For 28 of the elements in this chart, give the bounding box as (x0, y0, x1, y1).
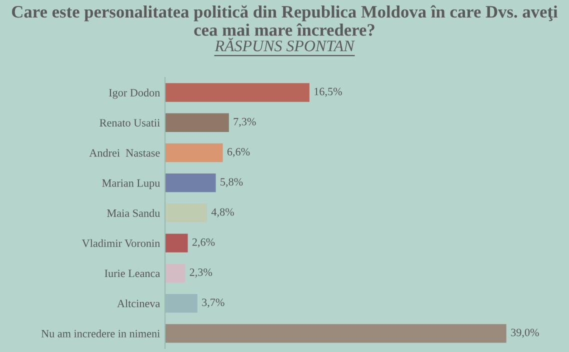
data-label: 5,8% (220, 178, 243, 188)
y-tick-label: Nu am incredere in nimeni (41, 330, 160, 338)
bar (165, 234, 188, 252)
data-label: 16,5% (314, 88, 342, 97)
data-label: 6,6% (227, 148, 250, 158)
bar (165, 324, 506, 343)
bar (165, 143, 223, 162)
y-tick-label: Iurie Leanca (104, 270, 160, 278)
bar (165, 83, 310, 102)
y-tick-label: Maia Sandu (107, 209, 160, 217)
data-label: 3,7% (202, 298, 224, 308)
y-tick-label: Altcineva (117, 299, 160, 308)
bar (165, 113, 229, 132)
chart-title: Care este personalitatea politică din Republica Moldova în care Dvs. aveţi cea mai mare încredere? (12, 5, 558, 36)
y-tick-label: Vladimir Voronin (82, 239, 160, 248)
y-tick-label: Marian Lupu (102, 179, 160, 190)
bar (165, 174, 216, 192)
chart-subtitle: RĂSPUNS SPONTAN (214, 38, 355, 52)
data-label: 2,3% (190, 268, 212, 278)
y-tick-label: Andrei Nastase (89, 148, 160, 157)
y-tick-label: Igor Dodon (109, 88, 160, 99)
data-label: 39,0% (511, 328, 539, 338)
bar (165, 264, 186, 283)
data-label: 2,6% (192, 238, 215, 248)
y-tick-label: Renato Usatii (100, 119, 160, 127)
bar (165, 204, 208, 222)
data-label: 7,3% (234, 118, 256, 127)
data-label: 4,8% (211, 208, 234, 218)
